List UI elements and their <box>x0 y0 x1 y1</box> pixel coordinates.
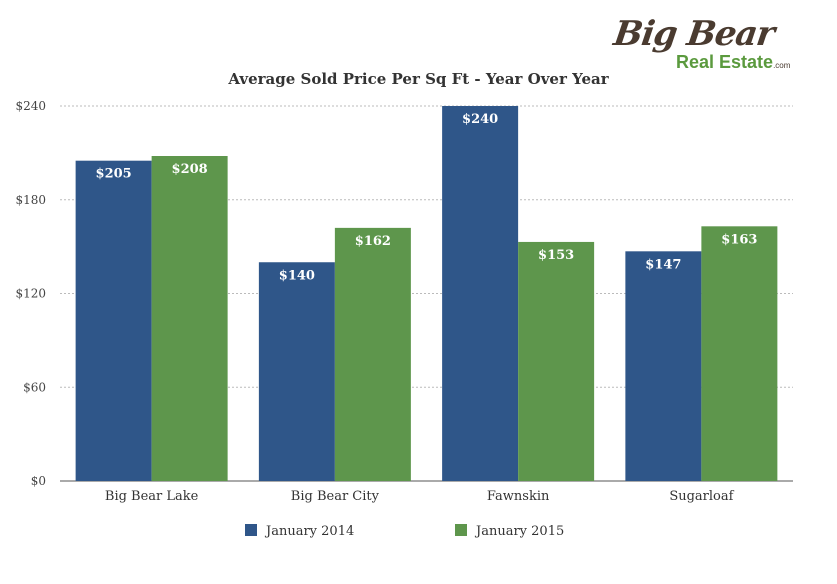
bar-value-label: $140 <box>279 268 315 283</box>
bar-value-label: $153 <box>538 248 574 263</box>
y-tick-label: $0 <box>31 474 46 488</box>
legend-label: January 2014 <box>264 524 354 539</box>
y-tick-label: $180 <box>15 193 46 207</box>
bar-jan2015 <box>334 227 411 481</box>
legend-label: January 2015 <box>474 524 564 539</box>
bar-jan2015 <box>518 241 595 481</box>
x-category-label: Big Bear City <box>291 489 380 504</box>
chart-title: Average Sold Price Per Sq Ft - Year Over… <box>228 70 609 88</box>
y-tick-label: $240 <box>15 99 46 113</box>
bar-jan2015 <box>151 156 228 481</box>
bar-jan2014 <box>625 251 702 481</box>
bar-jan2014 <box>442 106 519 481</box>
bar-value-label: $240 <box>462 112 498 127</box>
y-tick-label: $60 <box>23 380 46 394</box>
x-category-label: Fawnskin <box>487 489 550 504</box>
x-category-label: Big Bear Lake <box>105 489 199 504</box>
legend-swatch <box>455 524 467 536</box>
y-tick-label: $120 <box>15 287 46 301</box>
logo-subtitle: Real Estate.com <box>676 52 790 73</box>
big-bear-real-estate-logo: Big Bear Real Estate.com <box>611 14 792 76</box>
logo-subtitle-text: Real Estate <box>676 52 774 72</box>
bar-value-label: $208 <box>172 162 208 177</box>
x-category-label: Sugarloaf <box>669 489 734 504</box>
bar-value-label: $205 <box>96 167 132 182</box>
bar-jan2014 <box>258 262 335 481</box>
bar-value-label: $147 <box>645 257 681 272</box>
bar-value-label: $163 <box>721 232 757 247</box>
logo-suffix: .com <box>773 61 791 70</box>
bar-value-label: $162 <box>355 234 391 249</box>
bar-jan2015 <box>701 226 778 481</box>
legend-swatch <box>245 524 257 536</box>
bar-jan2014 <box>75 160 152 481</box>
